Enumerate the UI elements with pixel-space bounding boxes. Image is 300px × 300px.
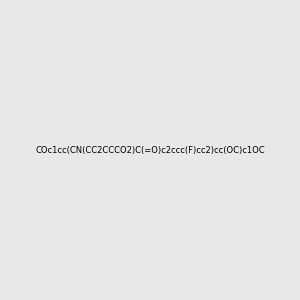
Text: COc1cc(CN(CC2CCCO2)C(=O)c2ccc(F)cc2)cc(OC)c1OC: COc1cc(CN(CC2CCCO2)C(=O)c2ccc(F)cc2)cc(O… [35, 146, 265, 154]
